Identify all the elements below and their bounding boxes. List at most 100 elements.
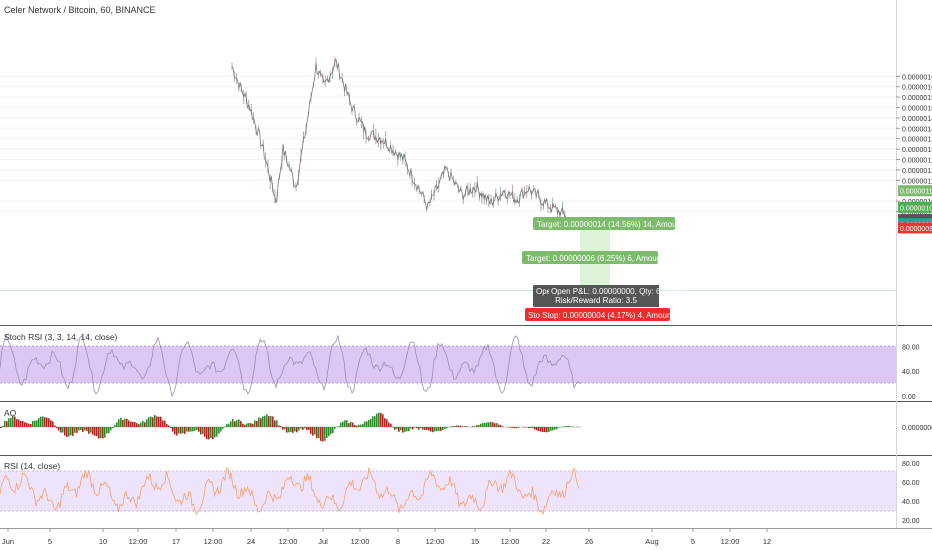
- stop-label[interactable]: Stop: 0.00000004 (4.17%) 4, Amount: 0.75: [542, 311, 694, 320]
- ao-bar: [124, 418, 126, 427]
- ao-bar: [530, 427, 532, 428]
- ao-bar: [0, 427, 2, 429]
- ao-bar: [98, 427, 100, 439]
- ao-bar: [424, 427, 426, 430]
- time-label-group: Jun 5 10 12:00 17 12:00 24 12:00 Jul 12:00 8 12:00 1…: [2, 528, 771, 546]
- price-badge-box: [898, 222, 932, 234]
- ao-bar: [420, 427, 422, 428]
- ao-bar: [392, 427, 394, 428]
- ao-bar: [518, 427, 520, 428]
- stoch-rsi-label[interactable]: Stoch RSI (3, 3, 14, 14, close): [4, 332, 118, 342]
- ao-bar: [482, 423, 484, 427]
- time-tick-label: 24: [247, 537, 255, 546]
- ao-bar: [486, 422, 488, 427]
- price-tick-label: 0.00000125: [902, 158, 932, 165]
- ao-bar: [126, 418, 128, 427]
- target-label-2-box[interactable]: [522, 251, 658, 264]
- ao-bar: [162, 420, 164, 427]
- ao-label[interactable]: AO: [4, 408, 17, 418]
- ao-bar: [306, 427, 308, 430]
- target-label-1-box[interactable]: [533, 217, 675, 230]
- time-tick-label: 5: [48, 537, 52, 546]
- time-tick-label: 12: [763, 537, 771, 546]
- ao-bar: [264, 415, 266, 427]
- price-tick-label: 0.00000165: [902, 74, 932, 81]
- ao-bar: [442, 427, 444, 430]
- ao-bar: [16, 419, 18, 427]
- ao-bar: [238, 419, 240, 427]
- ao-bar: [450, 426, 452, 427]
- open-pnl-line: Open P&L: 0.00000000, Qty: 6250000: [551, 287, 688, 296]
- price-tick-label: 0.00000145: [902, 116, 932, 123]
- ao-bar: [452, 426, 454, 427]
- ao-bar: [38, 418, 40, 427]
- ao-bar: [36, 420, 38, 427]
- ao-bar: [536, 427, 538, 431]
- ao-bar: [548, 427, 550, 432]
- price-series-group[interactable]: [0, 56, 896, 224]
- ao-bar: [272, 416, 274, 427]
- ao-bar: [352, 422, 354, 427]
- price-tick-label: 0.00000120: [902, 168, 932, 175]
- ao-bar: [74, 427, 76, 433]
- ao-bar: [534, 427, 536, 430]
- ao-bar: [168, 425, 170, 427]
- ao-bar: [244, 424, 246, 427]
- ao-bar: [316, 427, 318, 439]
- ao-bar: [456, 425, 458, 427]
- ao-bar: [330, 427, 332, 435]
- ao-bar: [28, 423, 30, 427]
- ao-bar: [236, 420, 238, 427]
- ao-bar: [408, 427, 410, 432]
- rsi-tick-label: 80.00: [902, 461, 920, 468]
- ao-bar: [410, 427, 412, 429]
- ao-bar: [176, 427, 178, 436]
- ao-bar: [132, 421, 134, 427]
- ao-bar: [44, 417, 46, 427]
- ao-bar: [152, 417, 154, 427]
- ao-bar: [254, 420, 256, 427]
- ao-bar: [8, 418, 10, 427]
- ao-bar: [234, 421, 236, 427]
- ao-bar: [68, 427, 70, 437]
- target-label-1[interactable]: Target: 0.00000014 (14.56%) 14, Amount: …: [537, 220, 704, 229]
- ao-bar: [122, 420, 124, 427]
- rsi-tick-label: 60.00: [902, 480, 920, 487]
- time-tick-label: Jun: [2, 537, 14, 546]
- open-pnl-inner: [549, 285, 659, 307]
- ao-bar: [230, 421, 232, 427]
- ao-bar: [164, 420, 166, 427]
- ao-bar: [102, 427, 104, 439]
- stoch-tick-label: 80.00: [902, 344, 920, 351]
- ao-bar: [66, 427, 68, 438]
- ao-bar: [172, 427, 174, 432]
- time-tick-label: 12:00: [426, 537, 445, 546]
- ao-bar: [104, 427, 106, 438]
- ao-bar: [274, 420, 276, 427]
- ao-bar: [310, 427, 312, 434]
- target-label-2[interactable]: Target: 0.00000006 (6.25%) 6, Amount: 1.…: [526, 254, 684, 263]
- ao-bar: [50, 420, 52, 427]
- time-tick-label: 12:00: [204, 537, 223, 546]
- stop-label-box[interactable]: [525, 308, 670, 321]
- ao-bar: [58, 427, 60, 431]
- ao-bar: [428, 427, 430, 431]
- ao-bar: [14, 416, 16, 427]
- ao-bar: [196, 427, 198, 430]
- ao-bar: [324, 427, 326, 441]
- ao-bar: [388, 422, 390, 427]
- ao-bar: [460, 425, 462, 427]
- ao-bar: [484, 423, 486, 427]
- ao-bar: [160, 416, 162, 427]
- ao-bar: [292, 427, 294, 433]
- ao-bar: [212, 427, 214, 440]
- rsi-label[interactable]: RSI (14, close): [4, 461, 60, 471]
- ao-bar: [466, 426, 468, 427]
- ao-bar: [64, 427, 66, 436]
- ao-bar: [334, 427, 336, 429]
- ao-bar: [318, 427, 320, 439]
- ao-bar: [32, 421, 34, 427]
- ao-bar: [322, 427, 324, 442]
- ao-bar: [380, 412, 382, 427]
